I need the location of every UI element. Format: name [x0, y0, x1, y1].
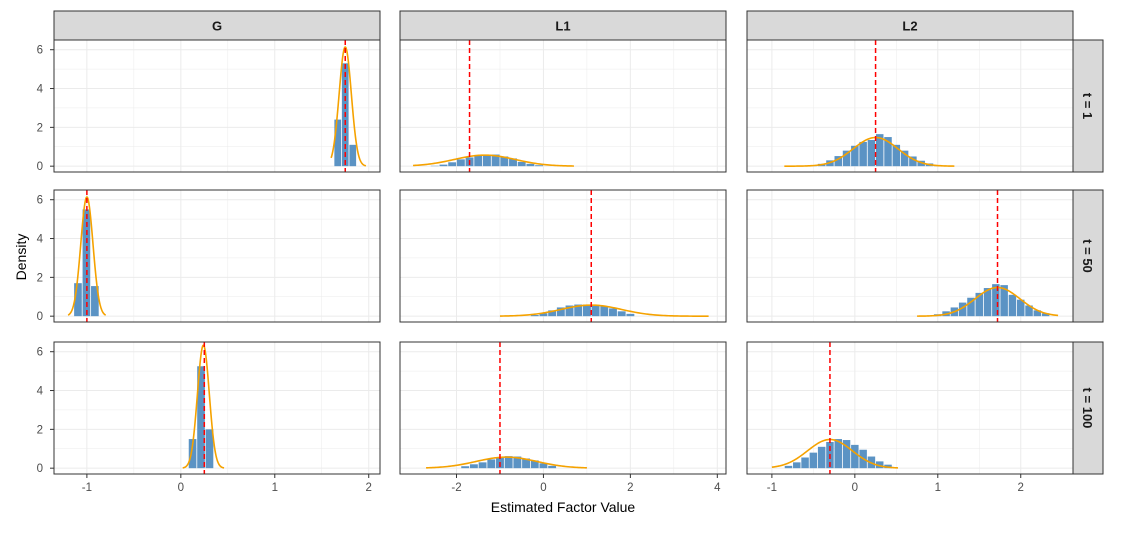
- histogram-bar: [206, 429, 214, 468]
- column-strip-label: L1: [555, 19, 570, 34]
- x-tick-label: -1: [767, 482, 777, 494]
- row-strip-label: t = 100: [1080, 388, 1095, 429]
- histogram-bar: [851, 445, 858, 468]
- histogram-bar: [440, 165, 448, 167]
- histogram-bar: [461, 466, 469, 468]
- y-tick-label: 4: [37, 234, 44, 246]
- y-tick-label: 6: [37, 45, 43, 57]
- y-tick-label: 2: [37, 424, 43, 436]
- panel-background: [54, 190, 380, 322]
- histogram-bar: [818, 447, 825, 468]
- y-tick-label: 4: [37, 386, 44, 398]
- histogram-bar: [618, 311, 626, 316]
- histogram-bar: [1009, 295, 1016, 316]
- x-tick-label: 4: [714, 482, 721, 494]
- histogram-bar: [457, 159, 465, 166]
- histogram-bar: [785, 466, 792, 468]
- histogram-bar: [592, 306, 600, 317]
- histogram-bar: [626, 314, 634, 316]
- histogram-bar: [992, 284, 999, 316]
- y-tick-label: 0: [37, 463, 43, 475]
- histogram-bar: [609, 308, 617, 316]
- x-tick-label: 0: [178, 482, 184, 494]
- histogram-bar: [868, 140, 875, 166]
- panel-background: [747, 342, 1073, 474]
- histogram-bar: [793, 462, 800, 468]
- histogram-bar: [474, 156, 482, 167]
- x-tick-label: 1: [935, 482, 941, 494]
- y-tick-label: 2: [37, 272, 43, 284]
- column-strip-label: G: [212, 19, 222, 34]
- panel-background: [747, 40, 1073, 172]
- histogram-bar: [535, 165, 543, 166]
- row-strip-label: t = 1: [1080, 93, 1095, 119]
- histogram-bar: [548, 466, 556, 468]
- y-tick-label: 2: [37, 122, 43, 134]
- histogram-bar: [859, 142, 866, 166]
- histogram-bar: [600, 306, 608, 316]
- x-tick-label: 0: [852, 482, 858, 494]
- y-axis-title: Density: [13, 234, 29, 281]
- y-tick-label: 0: [37, 311, 43, 323]
- x-axis-title: Estimated Factor Value: [491, 499, 636, 515]
- histogram-bar: [583, 305, 591, 317]
- x-tick-label: -2: [451, 482, 461, 494]
- histogram-bar: [479, 462, 487, 468]
- x-tick-label: 2: [366, 482, 372, 494]
- y-tick-label: 6: [37, 195, 43, 207]
- histogram-bar: [526, 164, 534, 166]
- histogram-bar: [487, 459, 495, 468]
- x-tick-label: 2: [1018, 482, 1024, 494]
- x-tick-label: -1: [82, 482, 92, 494]
- panel-background: [54, 342, 380, 474]
- histogram-bar: [810, 453, 817, 469]
- column-strip-label: L2: [902, 19, 917, 34]
- row-strip-label: t = 50: [1080, 239, 1095, 273]
- panel-background: [400, 40, 726, 172]
- histogram-bar: [801, 458, 808, 469]
- histogram-bar: [470, 464, 478, 468]
- x-tick-label: 1: [272, 482, 278, 494]
- histogram-bar: [349, 145, 356, 166]
- y-tick-label: 4: [37, 84, 44, 96]
- histogram-bar: [448, 162, 456, 166]
- x-tick-label: 2: [627, 482, 633, 494]
- histogram-bar: [518, 162, 526, 166]
- panel-background: [400, 342, 726, 474]
- y-tick-label: 6: [37, 347, 43, 359]
- histogram-bar: [483, 155, 491, 167]
- x-tick-label: 0: [540, 482, 546, 494]
- panel-background: [400, 190, 726, 322]
- y-tick-label: 0: [37, 161, 43, 173]
- panel-background: [54, 40, 380, 172]
